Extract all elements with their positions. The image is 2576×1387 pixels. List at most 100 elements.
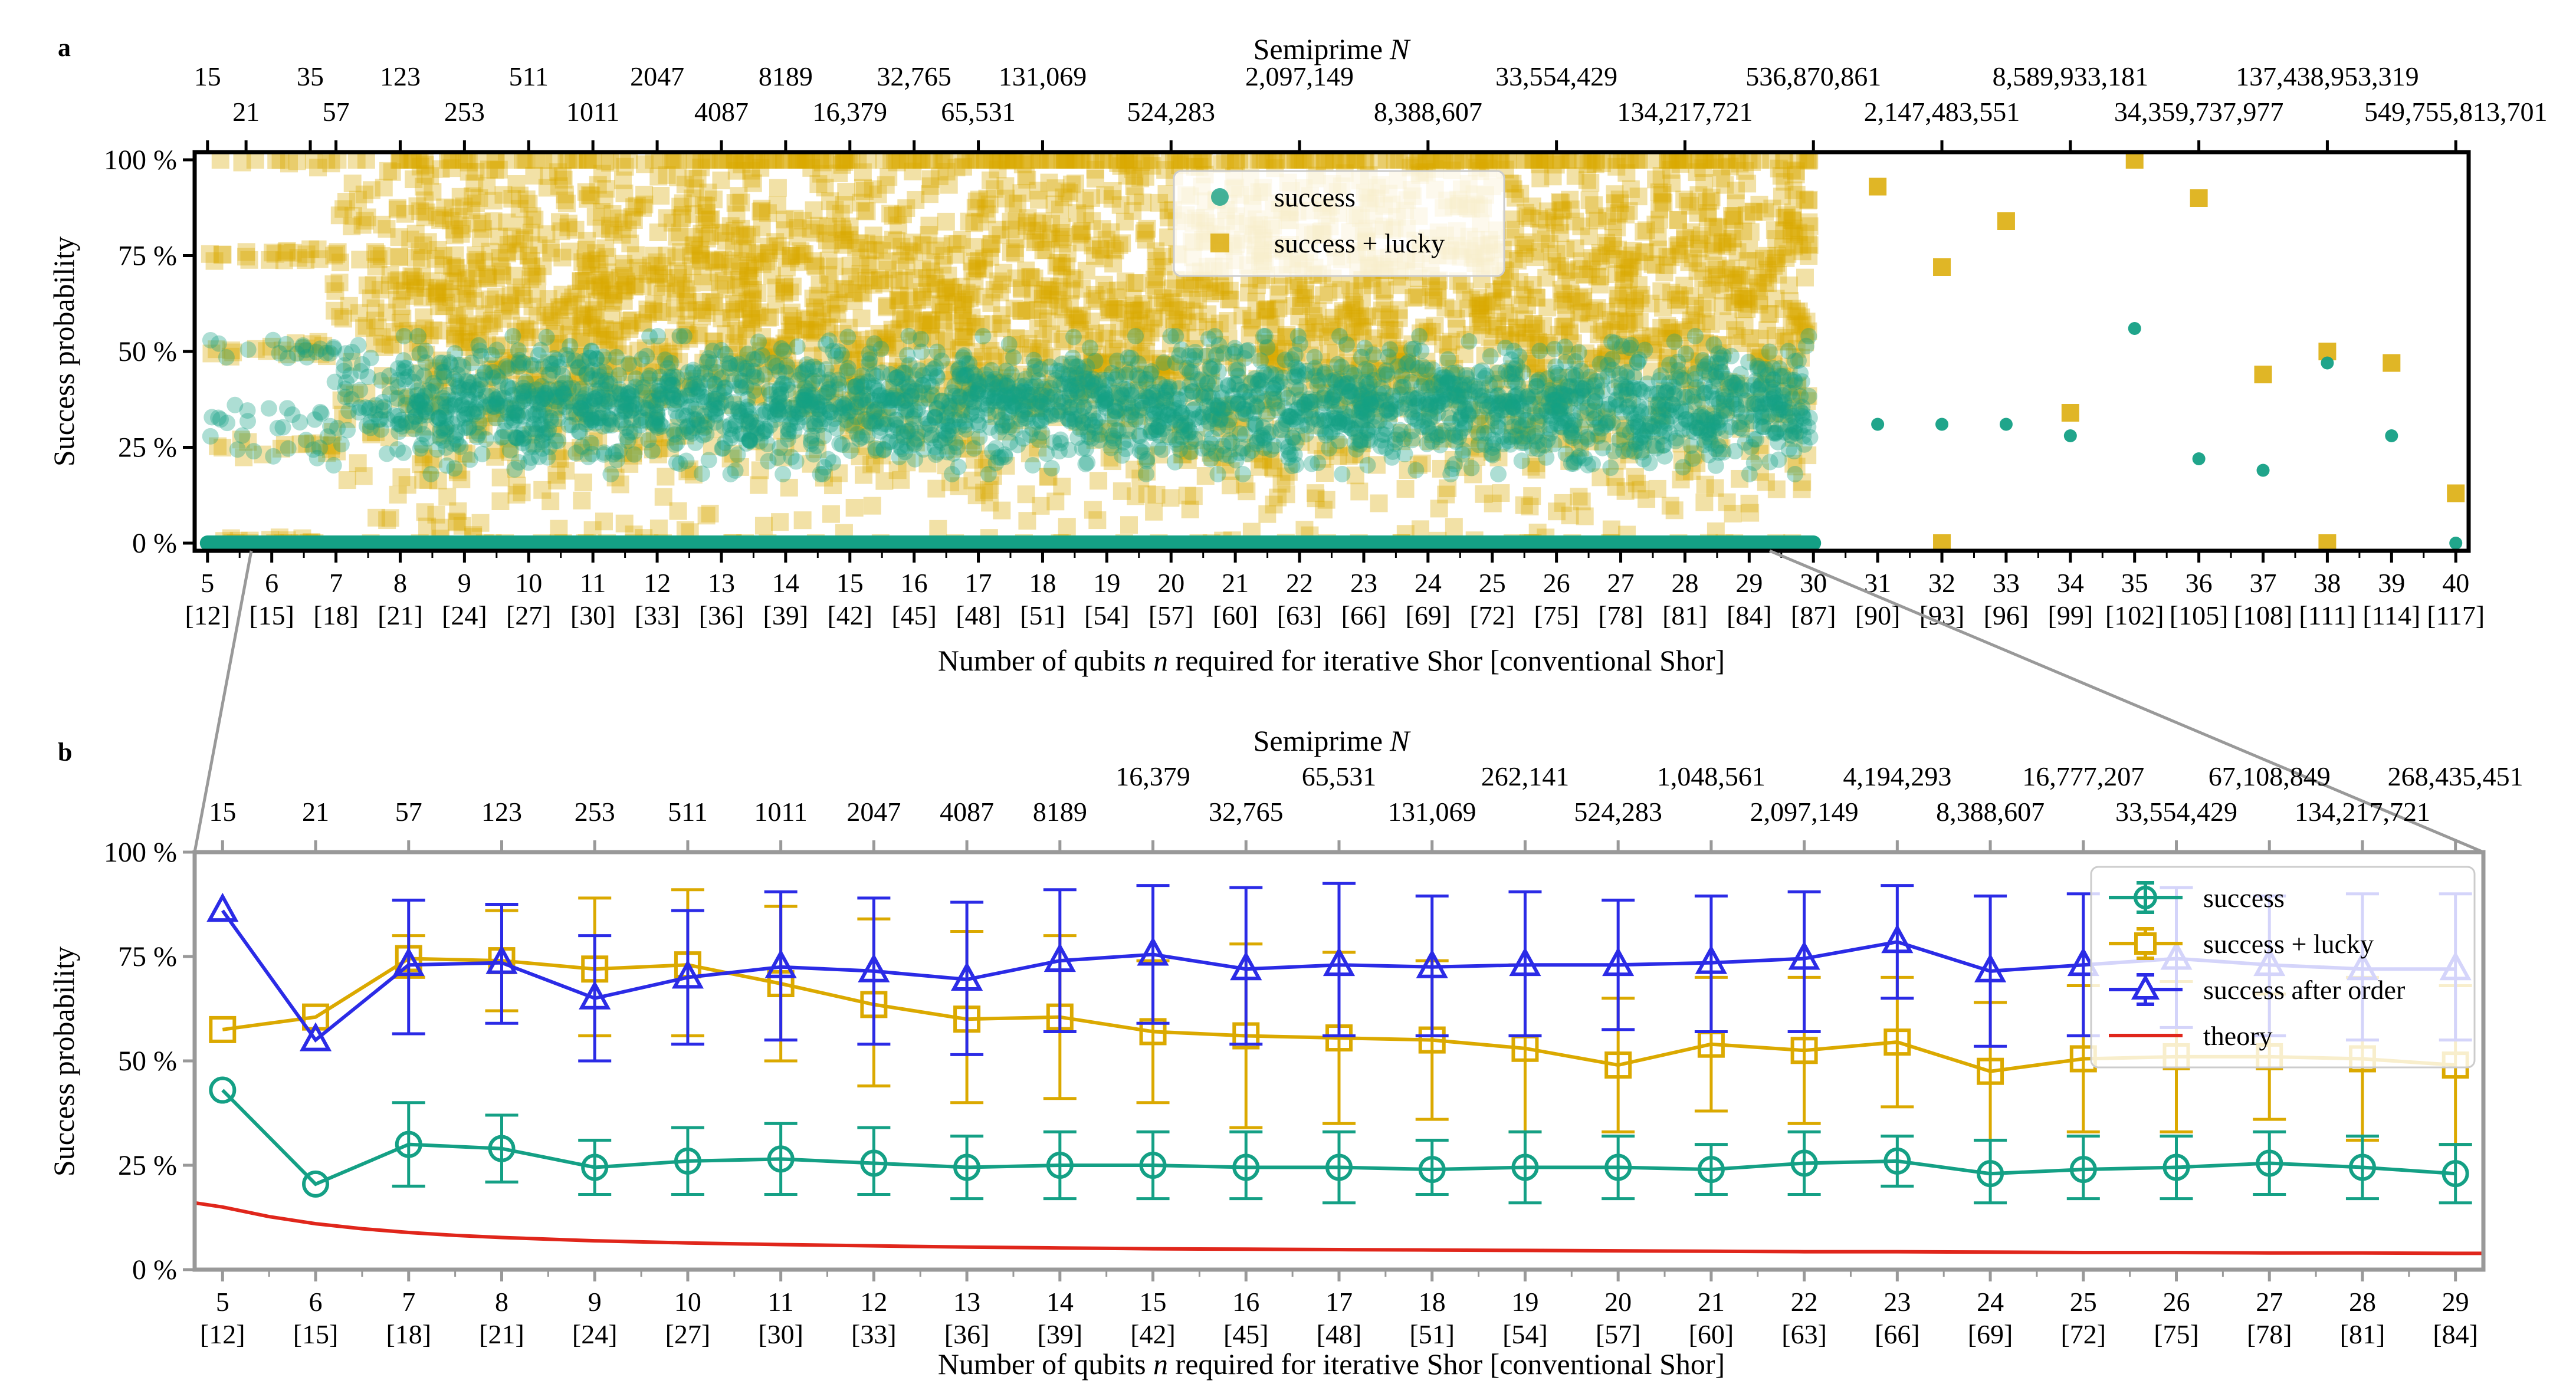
success-point bbox=[838, 363, 855, 380]
lucky-point bbox=[1350, 482, 1369, 501]
lucky-point bbox=[1013, 155, 1032, 173]
lucky-point bbox=[822, 505, 840, 523]
success-point bbox=[927, 359, 944, 376]
lucky-point bbox=[487, 152, 505, 169]
success-point bbox=[395, 328, 412, 344]
lucky-point bbox=[1716, 176, 1734, 194]
lucky-point bbox=[522, 258, 540, 276]
lucky-point bbox=[438, 377, 457, 395]
success-point bbox=[626, 446, 643, 463]
lucky-point bbox=[863, 497, 881, 515]
lucky-point bbox=[813, 308, 832, 327]
lucky-point bbox=[1058, 518, 1076, 536]
lucky-point bbox=[237, 243, 255, 261]
lucky-point bbox=[338, 471, 356, 489]
lucky-point bbox=[446, 325, 464, 343]
lucky-point bbox=[442, 288, 461, 307]
top-tick-label: 65,531 bbox=[941, 97, 1016, 127]
lucky-point bbox=[391, 314, 409, 332]
success-point bbox=[671, 328, 688, 344]
lucky-point bbox=[436, 425, 454, 443]
lucky-point bbox=[405, 287, 424, 305]
lucky-point bbox=[1629, 188, 1648, 206]
lucky-point bbox=[448, 264, 467, 282]
success-point bbox=[239, 341, 257, 358]
lucky-point bbox=[533, 395, 551, 413]
lucky-point bbox=[429, 361, 448, 380]
lucky-point bbox=[369, 318, 387, 337]
lucky-point bbox=[854, 284, 872, 303]
lucky-point bbox=[369, 250, 388, 268]
lucky-point bbox=[560, 242, 579, 261]
lucky-point bbox=[554, 298, 573, 316]
lucky-point bbox=[1104, 182, 1122, 200]
lucky-point bbox=[536, 303, 554, 321]
lucky-point bbox=[578, 267, 596, 285]
lucky-point bbox=[875, 472, 894, 490]
lucky-point bbox=[301, 240, 320, 258]
lucky-point bbox=[393, 282, 411, 301]
lucky-point bbox=[375, 338, 393, 356]
lucky-point bbox=[451, 216, 469, 235]
lucky-point bbox=[549, 366, 567, 384]
lucky-point bbox=[569, 383, 588, 402]
lucky-point bbox=[451, 188, 470, 206]
lucky-point bbox=[550, 520, 568, 538]
lucky-point bbox=[807, 258, 825, 276]
lucky-point bbox=[1494, 279, 1512, 297]
lucky-point bbox=[214, 245, 232, 264]
lucky-point bbox=[453, 357, 471, 375]
lucky-point bbox=[458, 152, 476, 169]
lucky-point bbox=[435, 280, 454, 298]
success-point bbox=[524, 357, 542, 374]
lucky-point bbox=[567, 364, 585, 383]
lucky-point bbox=[572, 412, 590, 430]
lucky-point bbox=[444, 199, 462, 218]
lucky-point bbox=[1793, 480, 1811, 498]
lucky-point bbox=[569, 372, 587, 390]
lucky-point bbox=[414, 236, 432, 254]
lucky-point bbox=[240, 251, 258, 269]
lucky-point bbox=[480, 160, 498, 179]
lucky-point bbox=[554, 380, 573, 399]
success-point bbox=[538, 328, 555, 346]
lucky-point bbox=[1761, 305, 1779, 323]
lucky-point bbox=[577, 241, 595, 259]
lucky-point bbox=[1649, 240, 1668, 258]
success-point bbox=[505, 405, 522, 422]
lucky-point bbox=[480, 317, 498, 336]
success-point bbox=[229, 441, 246, 458]
lucky-point bbox=[365, 276, 383, 294]
success-point bbox=[914, 377, 931, 395]
lucky-point bbox=[589, 327, 607, 346]
lucky-point bbox=[579, 152, 597, 169]
lucky-point bbox=[603, 205, 622, 224]
lucky-point bbox=[445, 221, 464, 239]
lucky-point bbox=[471, 229, 490, 247]
success-point bbox=[1032, 360, 1049, 377]
success-point bbox=[446, 460, 463, 477]
lucky-point bbox=[1741, 223, 1760, 241]
lucky-point bbox=[475, 252, 493, 271]
lucky-point bbox=[557, 152, 576, 169]
lucky-point bbox=[436, 198, 454, 216]
lucky-point bbox=[273, 341, 291, 360]
success-point bbox=[651, 369, 668, 386]
lucky-point bbox=[415, 448, 433, 466]
lucky-point bbox=[507, 175, 526, 193]
top-tick-label: 253 bbox=[444, 97, 485, 127]
lucky-point bbox=[464, 280, 482, 298]
top-tick-label: 134,217,721 bbox=[1617, 97, 1753, 127]
lucky-point bbox=[357, 152, 375, 169]
lucky-point bbox=[340, 384, 358, 402]
lucky-point bbox=[467, 163, 485, 181]
lucky-point bbox=[502, 301, 520, 320]
lucky-point bbox=[775, 282, 793, 300]
success-point bbox=[311, 439, 329, 456]
lucky-point bbox=[577, 359, 595, 377]
top-tick-label: 16,379 bbox=[813, 97, 888, 127]
lucky-point bbox=[622, 357, 641, 376]
lucky-point bbox=[330, 274, 349, 292]
lucky-point bbox=[441, 152, 459, 169]
lucky-point bbox=[1138, 485, 1156, 503]
